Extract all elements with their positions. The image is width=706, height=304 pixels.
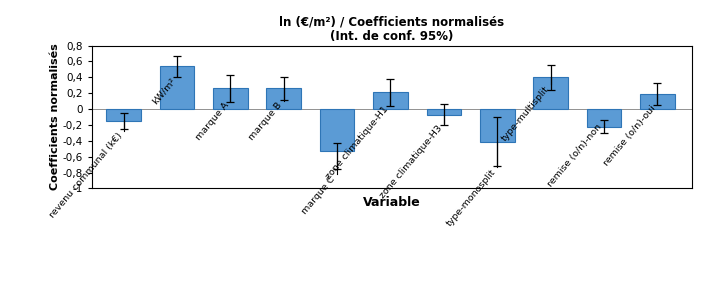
Bar — [320, 109, 354, 151]
Text: marque C: marque C — [300, 174, 337, 216]
Text: revenu communal (k€): revenu communal (k€) — [47, 130, 124, 219]
Bar — [160, 66, 194, 109]
Bar — [213, 88, 248, 109]
Bar — [533, 77, 568, 109]
Bar — [480, 109, 515, 142]
Bar — [107, 109, 141, 121]
X-axis label: Variable: Variable — [363, 196, 421, 209]
Text: zone climatique-H3: zone climatique-H3 — [378, 123, 444, 200]
Text: kW/m²: kW/m² — [150, 76, 177, 105]
Text: marque B: marque B — [247, 101, 284, 142]
Bar — [640, 94, 674, 109]
Bar — [587, 109, 621, 126]
Text: type-multisplit: type-multisplit — [499, 85, 551, 143]
Bar — [373, 92, 408, 109]
Text: remise (o/n)-non: remise (o/n)-non — [546, 123, 604, 189]
Title: ln (€/m²) / Coefficients normalisés
(Int. de conf. 95%): ln (€/m²) / Coefficients normalisés (Int… — [280, 15, 504, 43]
Text: marque A: marque A — [193, 101, 230, 143]
Bar — [426, 109, 461, 115]
Y-axis label: Coefficients normalisés: Coefficients normalisés — [49, 44, 60, 190]
Text: remise (o/n)-oui: remise (o/n)-oui — [602, 104, 657, 168]
Text: zone climatique-H1: zone climatique-H1 — [325, 105, 390, 181]
Bar — [266, 88, 301, 109]
Text: type-monosplit: type-monosplit — [444, 167, 497, 227]
